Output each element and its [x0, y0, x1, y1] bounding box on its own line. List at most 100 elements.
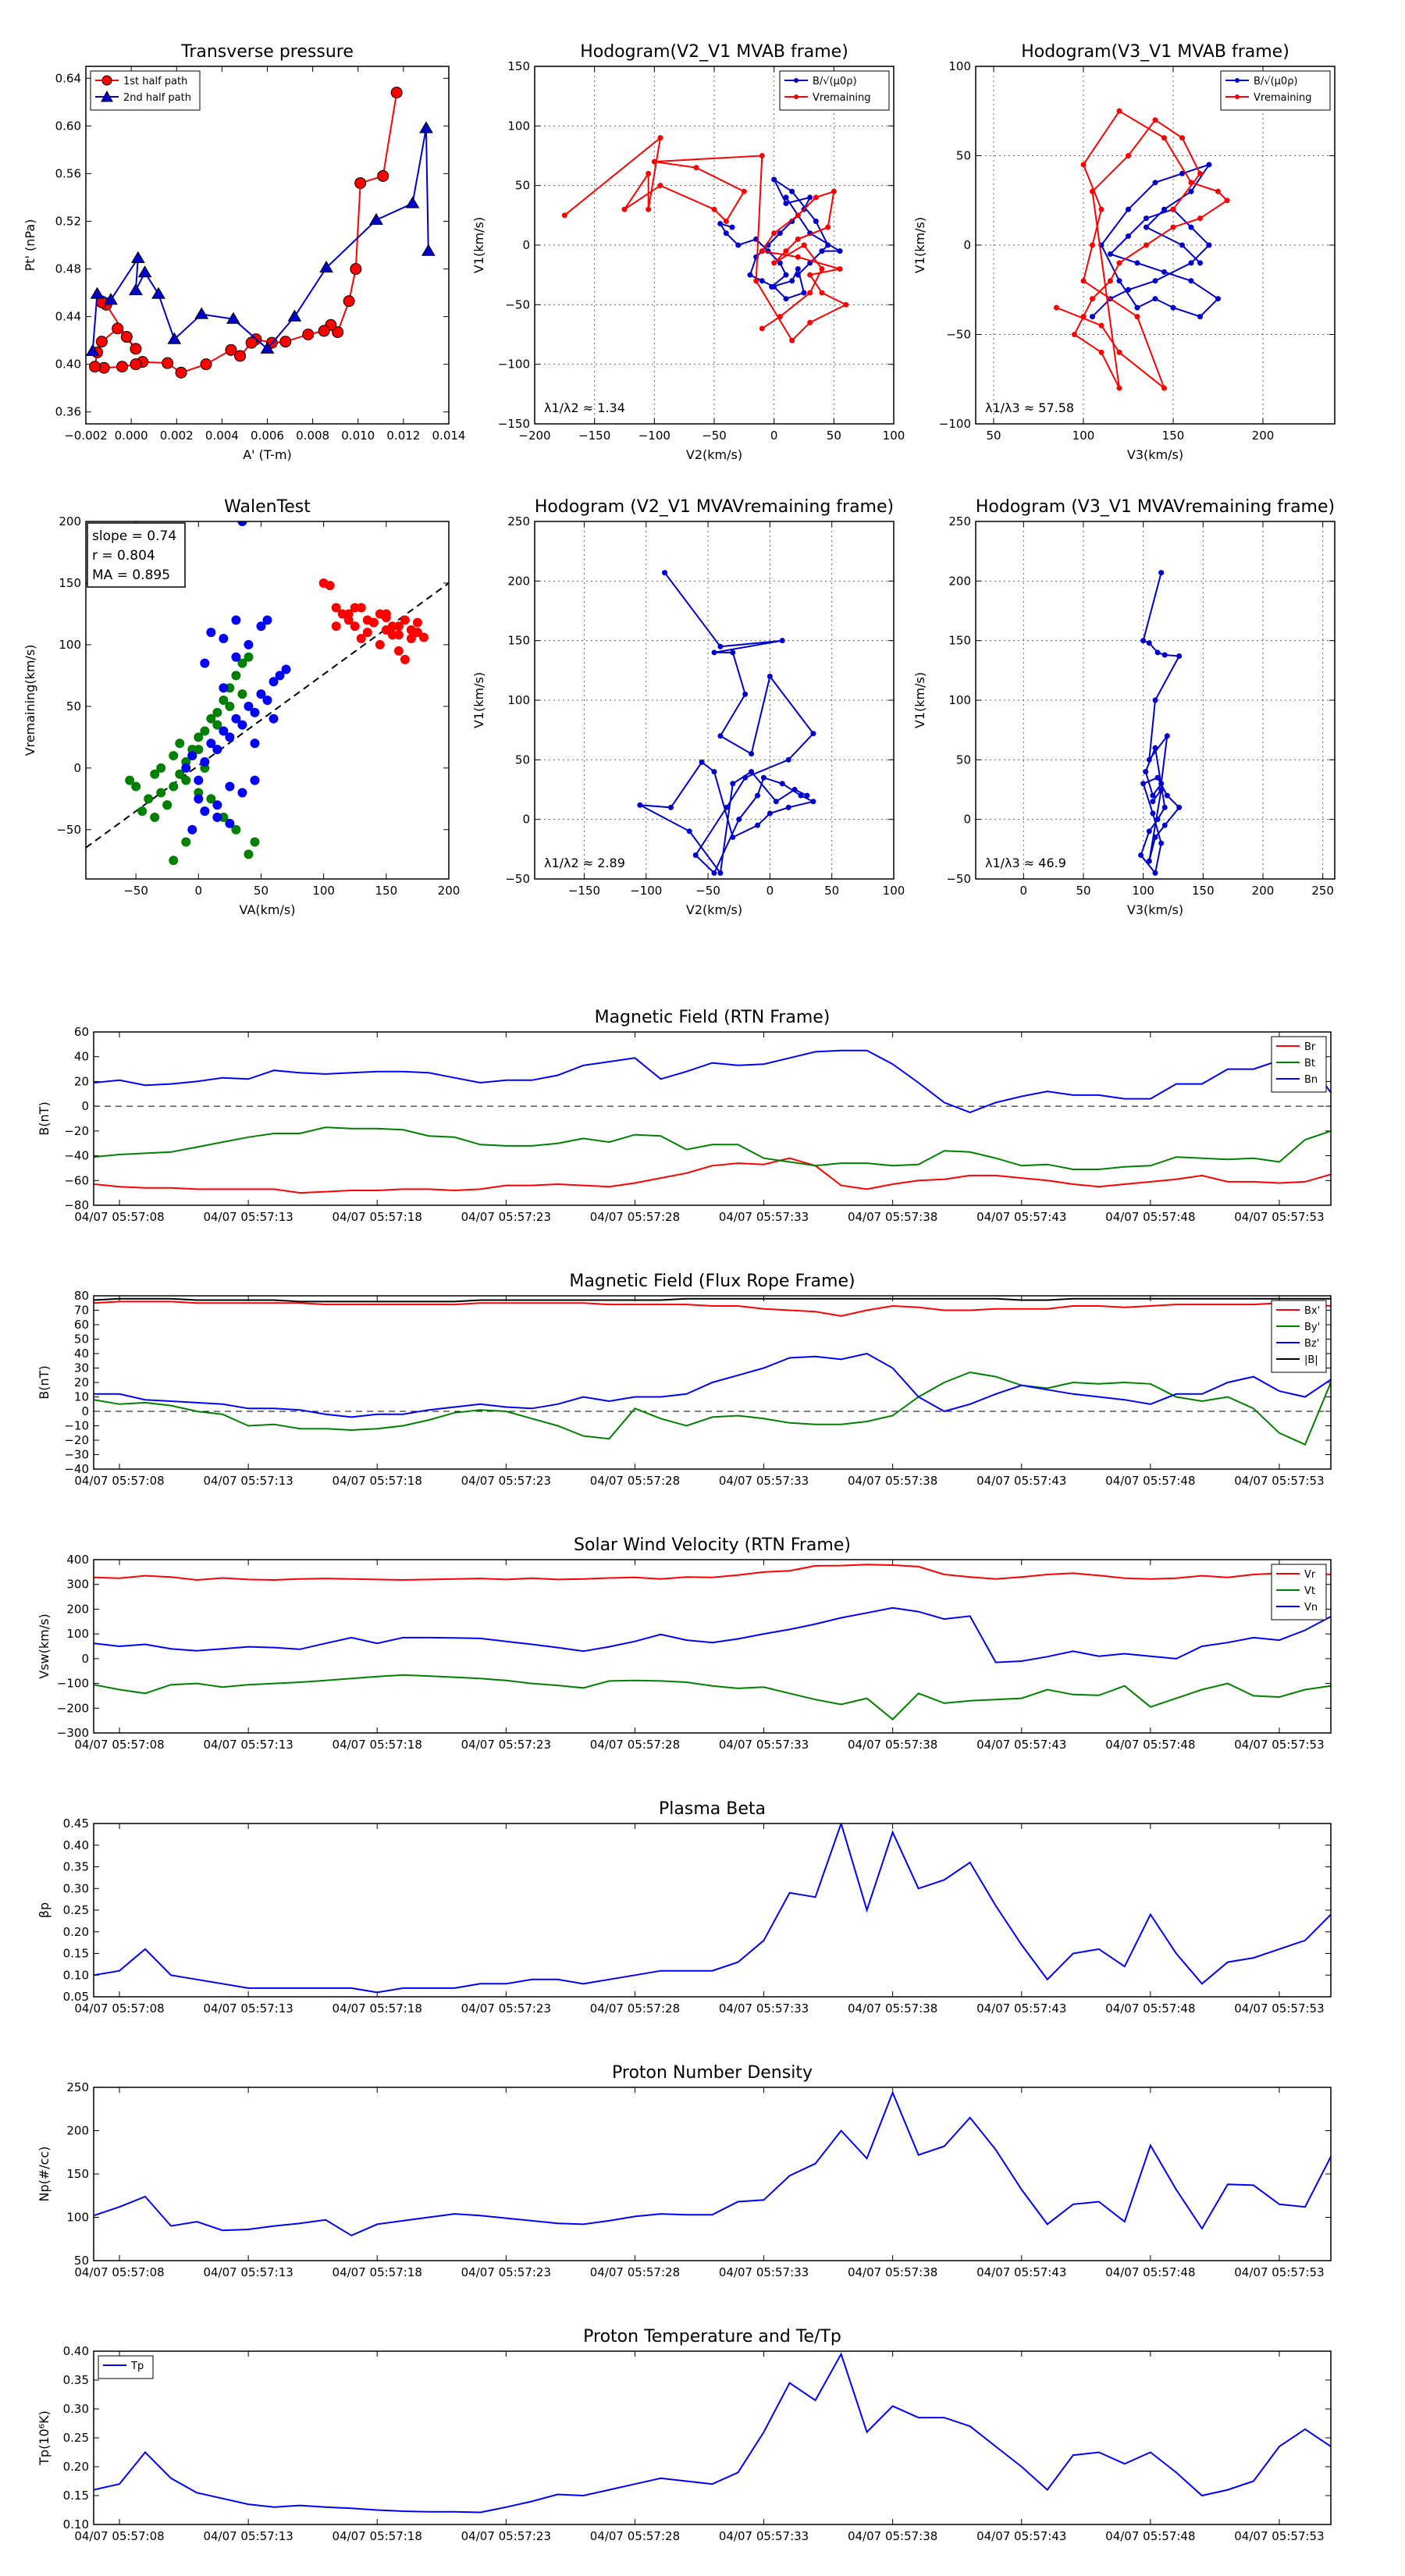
data-point	[1144, 224, 1149, 230]
x-tick-label: 04/07 05:57:38	[848, 2529, 937, 2543]
panel-10: Proton Number Density 04/07 05:57:08 04/07…	[37, 2063, 1332, 2279]
y-tick-label: 0	[81, 1652, 89, 1666]
y-tick-label: 30	[74, 1361, 89, 1375]
data-point	[231, 652, 241, 662]
x-tick-label: 04/07 05:57:53	[1234, 1738, 1324, 1752]
data-point	[231, 824, 241, 834]
data-point	[256, 689, 266, 699]
data-point	[226, 311, 240, 324]
legend-label: |B|	[1304, 1354, 1318, 1366]
data-point	[206, 628, 216, 638]
x-tick-label: −150	[578, 429, 610, 443]
y-tick-label: −50	[505, 872, 530, 886]
data-point	[250, 837, 260, 847]
data-point	[194, 794, 204, 804]
legend-box	[779, 70, 890, 111]
data-point	[151, 286, 165, 299]
x-tick-label: 0.014	[432, 429, 466, 443]
data-point	[237, 521, 247, 526]
data-point	[244, 849, 254, 859]
data-point	[381, 609, 391, 619]
data-point	[250, 775, 260, 785]
x-tick-label: 150	[1192, 884, 1215, 898]
data-point	[162, 357, 174, 369]
data-point	[759, 153, 765, 158]
data-point	[1126, 233, 1131, 240]
x-tick-label: 04/07 05:57:23	[461, 1474, 551, 1488]
y-tick-label: 20	[74, 1375, 89, 1389]
data-point	[810, 731, 816, 737]
legend-label: 2nd half path	[123, 92, 191, 104]
x-tick-label: 50	[824, 884, 839, 898]
data-point	[350, 621, 360, 632]
x-tick-label: 04/07 05:57:28	[590, 1210, 680, 1224]
series-line	[94, 1674, 1331, 1720]
series-group	[94, 1049, 1331, 1194]
legend-box	[90, 70, 201, 111]
data-point	[637, 802, 643, 808]
y-tick-label: 40	[74, 1347, 89, 1361]
x-tick-label: 0	[770, 429, 778, 443]
series-line	[1056, 109, 1229, 391]
data-point	[1146, 858, 1152, 864]
plot-frame	[93, 1295, 1332, 1470]
data-point	[1188, 188, 1194, 194]
data-point	[1080, 278, 1087, 284]
y-tick-label: 0.40	[63, 2344, 89, 2358]
y-tick-label: −100	[939, 417, 971, 431]
stats-text: MA = 0.895	[92, 568, 170, 583]
data-point	[262, 696, 272, 705]
data-point	[621, 206, 628, 212]
data-point	[1152, 697, 1158, 703]
data-point	[406, 624, 416, 635]
data-point	[362, 628, 372, 638]
annotation-text: λ1/λ2 ≈ 1.34	[544, 400, 625, 415]
y-tick-label: 50	[74, 1332, 89, 1347]
x-tick-label: 04/07 05:57:23	[461, 2001, 551, 2016]
annotation-text: λ1/λ3 ≈ 57.58	[985, 400, 1074, 415]
legend-label: Vr	[1304, 1569, 1316, 1581]
data-point	[723, 230, 729, 237]
y-axis-label: V1(km/s)	[912, 672, 927, 728]
data-point	[1179, 242, 1185, 248]
data-point	[169, 751, 179, 761]
y-tick-label: 50	[515, 179, 530, 193]
data-point	[1116, 108, 1122, 114]
y-tick-label: 0.15	[63, 2489, 89, 2503]
x-tick-label: 04/07 05:57:48	[1105, 1210, 1195, 1224]
x-tick-label: 04/07 05:57:18	[333, 2265, 422, 2279]
data-point	[807, 290, 813, 296]
panel-3: WalenTest −50 0 50 100 150 200 −50 0 50 100 150 200 V…	[23, 497, 460, 917]
data-point	[206, 794, 216, 804]
data-point	[1206, 242, 1212, 248]
y-tick-label: 0.05	[63, 1990, 89, 2004]
data-point	[1197, 314, 1203, 320]
data-point	[795, 272, 801, 278]
data-point	[1108, 251, 1113, 257]
y-tick-label: 250	[66, 2080, 89, 2094]
y-tick-label: 0.35	[63, 1860, 89, 1874]
legend-label: Vt	[1304, 1585, 1315, 1597]
plot-frame	[93, 2350, 1332, 2525]
series-line	[94, 1606, 1331, 1663]
data-point	[1116, 260, 1122, 266]
chart-title: Hodogram(V2_V1 MVAB frame)	[580, 42, 848, 62]
legend-label: Vremaining	[1254, 92, 1312, 104]
x-tick-label: 04/07 05:57:23	[461, 1738, 551, 1752]
chart-title: Magnetic Field (RTN Frame)	[595, 1008, 831, 1027]
data-point	[1108, 278, 1113, 284]
data-point	[1150, 792, 1156, 799]
series-group	[94, 1564, 1331, 1720]
y-tick-label: 0.36	[55, 405, 81, 419]
data-point	[412, 617, 422, 628]
data-point	[1170, 224, 1176, 230]
data-point	[332, 326, 344, 338]
chart-title: Transverse pressure	[180, 42, 354, 62]
data-point	[759, 326, 765, 332]
data-point	[1197, 170, 1203, 176]
x-tick-label: 0	[767, 884, 774, 898]
data-point	[730, 649, 736, 656]
data-point	[1098, 206, 1104, 212]
series-group	[637, 570, 816, 876]
